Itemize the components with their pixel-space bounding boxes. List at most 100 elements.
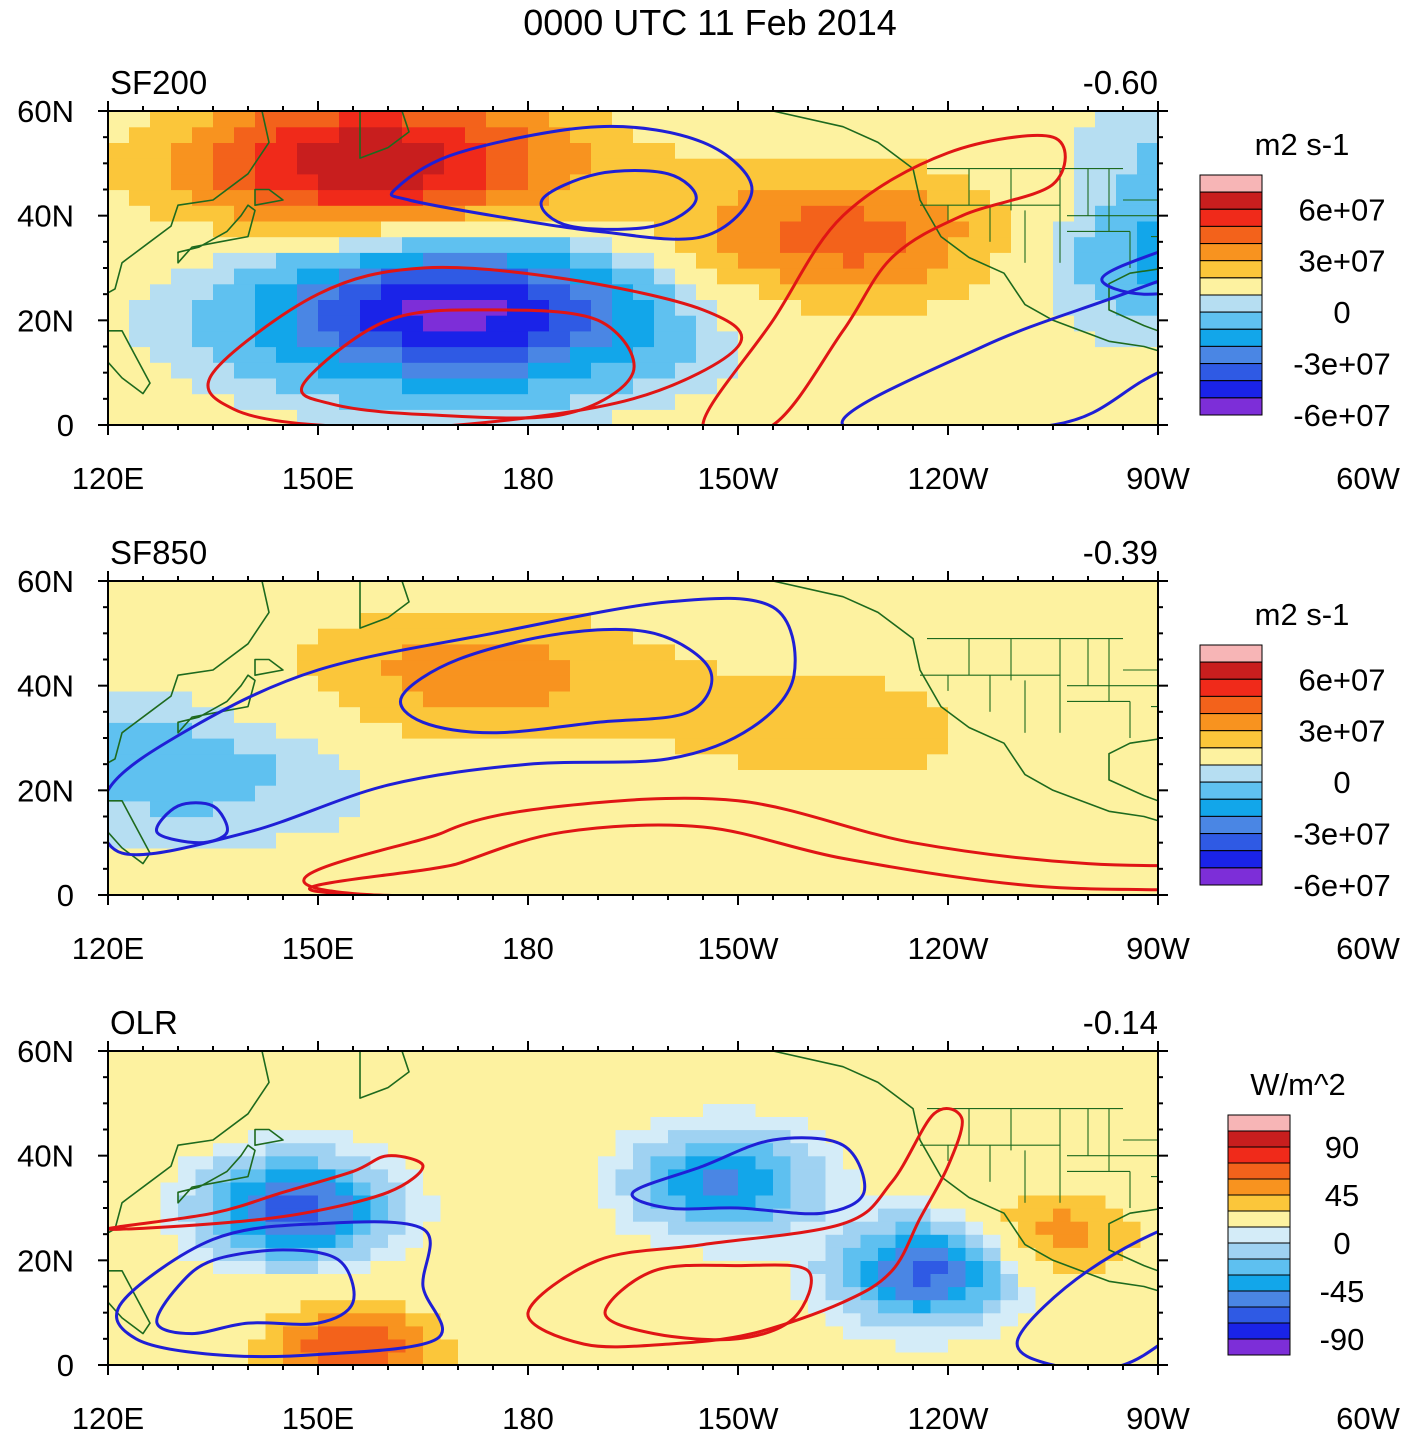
field-cell [843, 111, 865, 128]
field-cell [192, 879, 214, 895]
field-cell [192, 299, 214, 316]
field-cell [1389, 284, 1406, 300]
field-cell [570, 847, 592, 865]
field-cell [1105, 1051, 1124, 1065]
field-cell [1032, 236, 1054, 253]
field-cell [1193, 1221, 1211, 1235]
field-cell [444, 675, 466, 692]
field-cell [171, 847, 193, 865]
field-cell [195, 1116, 214, 1131]
field-cell [906, 126, 928, 143]
field-cell [1263, 331, 1285, 347]
field-cell [402, 158, 424, 175]
field-cell [720, 1051, 739, 1065]
field-cell [1000, 1260, 1019, 1274]
field-cell [633, 126, 655, 143]
field-cell [895, 1286, 914, 1301]
field-cell [843, 283, 865, 300]
field-cell [633, 1064, 652, 1078]
field-cell [1298, 1130, 1316, 1144]
field-cell [388, 1142, 407, 1157]
field-cell [1386, 1313, 1404, 1327]
field-cell [1298, 1273, 1316, 1287]
field-cell [1011, 283, 1033, 300]
field-cell [780, 236, 802, 253]
field-cell [598, 1234, 617, 1248]
field-cell [580, 1273, 599, 1288]
field-cell [486, 706, 508, 723]
field-cell [615, 1208, 634, 1222]
field-cell [822, 268, 844, 285]
field-cell [864, 236, 886, 253]
field-cell [150, 346, 172, 363]
field-cell [1053, 659, 1075, 676]
field-cell [570, 346, 592, 363]
field-cell [1298, 1326, 1316, 1340]
field-cell [759, 847, 781, 865]
field-cell [423, 409, 445, 425]
field-cell [129, 220, 151, 238]
field-cell [1368, 1182, 1386, 1196]
field-cell [598, 1286, 617, 1301]
field-cell [1095, 643, 1117, 661]
field-cell [300, 1103, 319, 1117]
field-cell [1179, 848, 1201, 864]
field-cell [1011, 377, 1033, 395]
colorbar-swatch [1199, 363, 1263, 382]
field-cell [633, 1142, 652, 1157]
field-cell [878, 1234, 897, 1248]
field-cell [717, 220, 739, 238]
field-cell [580, 1299, 599, 1314]
field-cell [983, 1299, 1002, 1314]
field-cell [864, 863, 886, 880]
field-cell [801, 706, 823, 723]
field-cell [402, 738, 424, 755]
field-cell [1032, 832, 1054, 849]
field-cell [843, 879, 865, 895]
field-cell [1088, 1325, 1107, 1340]
field-cell [983, 1103, 1002, 1117]
field-cell [1011, 581, 1033, 598]
field-cell [171, 220, 193, 238]
field-cell [195, 1168, 214, 1183]
field-cell [990, 675, 1012, 692]
field-cell [1095, 722, 1117, 739]
field-cell [1228, 1064, 1246, 1078]
field-cell [150, 362, 172, 379]
field-cell [465, 330, 487, 348]
field-cell [696, 330, 718, 348]
field-cell [864, 346, 886, 363]
field-cell [1263, 644, 1285, 660]
field-cell [1211, 1326, 1229, 1340]
field-cell [1263, 284, 1285, 300]
field-cell [444, 126, 466, 143]
field-cell [570, 769, 592, 786]
field-cell [1011, 220, 1033, 238]
field-cell [318, 173, 340, 191]
field-cell [1105, 1273, 1124, 1288]
field-cell [125, 1194, 144, 1209]
field-cell [759, 111, 781, 128]
field-cell [150, 205, 172, 222]
field-cell [755, 1116, 774, 1131]
field-cell [318, 299, 340, 316]
field-cell [843, 142, 865, 159]
field-cell [773, 1103, 792, 1117]
field-cell [171, 315, 193, 332]
field-cell [1053, 315, 1075, 332]
field-cell [759, 173, 781, 191]
field-cell [1179, 252, 1201, 268]
field-cell [1386, 1103, 1404, 1117]
field-cell [654, 769, 676, 786]
field-cell [440, 1351, 459, 1365]
field-cell [297, 236, 319, 253]
field-cell [510, 1155, 529, 1170]
field-cell [633, 409, 655, 425]
field-cell [990, 738, 1012, 755]
field-cell [1053, 126, 1075, 143]
field-cell [906, 816, 928, 833]
field-cell [475, 1325, 494, 1340]
field-cell [948, 690, 970, 708]
field-cell [759, 722, 781, 739]
